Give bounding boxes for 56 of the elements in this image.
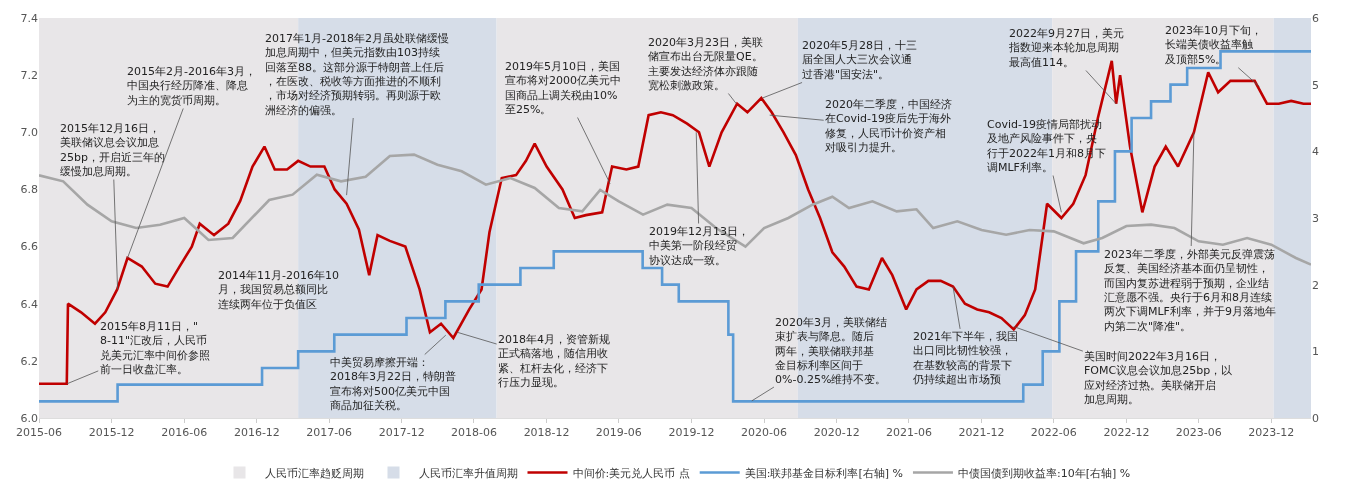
legend-label: 美国:联邦基金目标利率[右轴] % — [744, 466, 903, 480]
x-tick-label: 2023-12 — [1248, 426, 1295, 440]
y-tick-label: 7.2 — [20, 68, 38, 82]
annotation: 2018年4月，资管新规正式稿落地，随信用收紧、杠杆去化，经济下行压力显现。 — [498, 333, 610, 389]
annotation: 2015年2月-2016年3月，中国央行经历降准、降息为主的宽货币周期。 — [127, 65, 256, 107]
legend-label: 人民币汇率趋贬周期 — [264, 466, 364, 480]
y2-tick-label: 0 — [1312, 411, 1319, 425]
annotation: 美国时间2022年3月16日，FOMC议息会议加息25bp，以应对经济过热。美联储开启加息周期。 — [1084, 350, 1233, 406]
x-tick-label: 2017-12 — [378, 426, 425, 440]
legend-label: 中间价:美元兑人民币 点 — [572, 466, 690, 480]
x-tick-label: 2021-12 — [958, 426, 1005, 440]
x-tick-label: 2019-12 — [668, 426, 715, 440]
annotation: 2023年10月下旬，长端美债收益率触及顶部5%。 — [1165, 24, 1262, 66]
x-tick-label: 2023-06 — [1175, 426, 1222, 440]
annotation: 2022年9月27日，美元指数迎来本轮加息周期最高值114。 — [1008, 27, 1124, 69]
y-tick-label: 6.0 — [20, 411, 38, 425]
x-tick-label: 2015-06 — [16, 426, 62, 440]
y2-tick-label: 6 — [1312, 11, 1319, 25]
annotation: 中美贸易摩擦开端：2018年3月22日，特朗普宣布将对500亿美元中国商品加征关税。 — [330, 356, 456, 412]
legend-label: 人民币汇率升值周期 — [418, 466, 518, 480]
x-tick-label: 2022-06 — [1030, 426, 1077, 440]
y-tick-label: 6.8 — [20, 183, 38, 197]
annotation: 2019年12月13日，中美第一阶段经贸协议达成一致。 — [649, 225, 749, 267]
x-tick-label: 2019-06 — [595, 426, 642, 440]
x-tick-label: 2020-12 — [813, 426, 860, 440]
x-tick-label: 2015-12 — [88, 426, 135, 440]
x-tick-label: 2016-06 — [161, 426, 208, 440]
annotation: 2014年11月-2016年10月，我国贸易总额同比连续两年位于负值区 — [218, 269, 339, 311]
annotation: 2023年二季度，外部美元反弹震荡反复、美国经济基本面仍呈韧性，而国内复苏进程弱于预期，企业结汇意愿不强。央行于6月和8月连续两次下调MLF利率，并于9月落地年内第二次"降准"。 — [1104, 248, 1276, 333]
annotation: 2015年8月11日，"8-11"汇改后，人民币兑美元汇率中间价参照前一日收盘汇率。 — [100, 320, 210, 376]
y-tick-label: 6.2 — [20, 354, 38, 368]
y-tick-label: 7.4 — [20, 11, 38, 25]
annotation: 2019年5月10日，美国宣布将对2000亿美元中国商品上调关税由10%至25%。 — [505, 60, 621, 116]
x-tick-label: 2021-06 — [885, 426, 932, 440]
y-tick-label: 6.6 — [20, 240, 38, 254]
x-tick-label: 2018-06 — [451, 426, 497, 440]
annotation: 2020年3月23日，美联储宣布出台无限量QE。主要发达经济体亦跟随宽松刺激政策。 — [648, 36, 763, 92]
x-tick-label: 2022-12 — [1103, 426, 1150, 440]
annotation: 2021年下半年，我国出口同比韧性较强，在基数较高的背景下仍持续超出市场预 — [912, 330, 1018, 386]
y2-tick-label: 2 — [1312, 278, 1319, 292]
x-tick-label: 2017-06 — [306, 426, 353, 440]
annotation: 2020年二季度，中国经济在Covid-19疫后先于海外修复，人民币计价资产相对吸引力提升。 — [825, 98, 952, 154]
x-tick-label: 2020-06 — [741, 426, 788, 440]
legend-label: 中债国债到期收益率:10年[右轴] % — [957, 466, 1131, 480]
y2-tick-label: 4 — [1312, 145, 1319, 159]
annotation: 2015年12月16日，美联储议息会议加息25bp，开启近三年的缓慢加息周期。 — [60, 122, 165, 178]
y-tick-label: 7.0 — [20, 126, 38, 140]
y-tick-label: 6.4 — [20, 297, 38, 311]
annotation: 2017年1月-2018年2月虽处联储缓慢加息周期中，但美元指数由103持续回落至88。这部分源于特朗普上任后，在医改、税收等方面推进的不顺利，市场对经济预期转弱。再则源于欧洲经济的偏强。 — [265, 32, 449, 117]
y2-tick-label: 1 — [1312, 345, 1319, 359]
annotation: 2020年3月，美联储结束扩表与降息。随后两年，美联储联邦基金目标利率区间于0%-0.25%维持不变。 — [775, 316, 887, 387]
annotation: 2020年5月28日，十三届全国人大三次会议通过香港"国安法"。 — [802, 39, 917, 81]
x-tick-label: 2018-12 — [523, 426, 570, 440]
y2-tick-label: 3 — [1312, 211, 1319, 225]
y2-tick-label: 5 — [1312, 78, 1319, 92]
x-tick-label: 2016-12 — [233, 426, 280, 440]
